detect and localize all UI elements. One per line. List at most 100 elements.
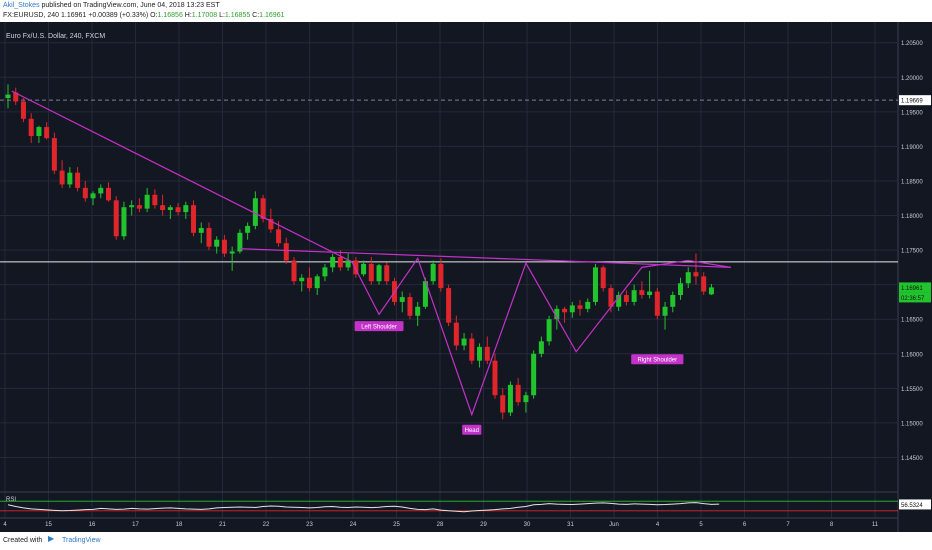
candle [654,288,660,320]
candle-body [51,138,57,171]
candle-body [453,322,459,346]
low-value: 1.16855 [224,12,251,19]
candle [20,98,26,123]
candle-body [376,265,382,282]
candle-body [484,346,490,361]
candle [183,201,189,219]
time-tick-label: 17 [132,522,139,528]
price-tick-label: 1.20500 [901,41,923,47]
candle [206,222,212,251]
time-tick-label: 31 [567,522,574,528]
candle [685,267,691,289]
countdown-label: 02:36:57 [901,296,925,302]
pattern-drawings [11,90,731,417]
created-with-text: Created with [3,537,43,544]
candle-body [538,341,544,354]
symbol-label: FX:EURUSD, 240 [3,12,60,19]
candle [531,350,537,399]
candle [75,167,81,192]
open-value: 1.16856 [157,12,183,19]
candle [616,291,622,311]
candle-body [183,205,189,213]
publish-line: Akil_Stokes published on TradingView.com… [3,2,220,9]
rsi-value-tag [899,499,931,510]
candle [693,253,699,285]
price-tick-label: 1.15500 [901,387,923,393]
level-price-label: 1.19669 [901,99,923,105]
candle [430,260,436,285]
price-tick-label: 1.18500 [901,179,923,185]
candle-body [314,276,320,289]
candle-body [129,205,135,208]
candle [152,189,158,209]
candle [484,336,490,365]
candle-body [647,291,653,296]
candle [422,277,428,309]
price-tick-label: 1.19500 [901,110,923,116]
candle [5,84,11,109]
candle-body [105,187,111,201]
candle-body [554,308,560,320]
annotation-label: Head [465,428,479,434]
candle-body [670,295,676,307]
candle [129,200,135,216]
candle-body [121,207,127,237]
candle-body [268,218,274,230]
candle-body [20,101,26,119]
candle [229,246,235,271]
price-tick-label: 1.14500 [901,456,923,462]
candle-body [229,251,235,254]
candle-body [44,127,50,139]
candle [191,200,197,237]
price-tick-label: 1.16500 [901,318,923,324]
candle-body [407,297,413,316]
candle-body [662,306,668,316]
candle [376,263,382,285]
candle [453,315,459,351]
time-tick-label: 24 [350,522,357,528]
price-axis-ticks: 1.20500 1.20000 1.19500 1.19000 1.18500 1.180… [0,41,923,462]
annotation-box [354,321,404,332]
time-tick-label: 5 [699,522,703,528]
candle-body [384,265,390,282]
candle [237,229,243,254]
candle-body [152,194,158,206]
candle-body [361,263,367,275]
price-tick-label: 1.17500 [901,249,923,255]
candle [399,291,405,313]
candle-body [608,288,614,307]
current-price-tag [899,282,931,293]
candle [446,284,452,327]
time-tick-label: 29 [480,522,487,528]
rsi-value-label: 56.5324 [901,503,923,509]
annotation-label: Left Shoulder [361,324,397,330]
candle-body [701,276,707,292]
time-tick-label: 4 [3,522,7,528]
candle-body [167,207,173,210]
chart-title: Euro Fx/U.S. Dollar, 240, FXCM [6,33,105,40]
high-label: H: [184,12,192,19]
price-chart[interactable]: 1.20500 1.20000 1.19500 1.19000 1.18500 1.180… [0,22,932,532]
candle-body [136,205,142,209]
tradingview-link[interactable]: TradingView [62,537,101,544]
candle-body [245,225,251,233]
candle-body [569,305,575,313]
author-link[interactable]: Akil_Stokes [3,2,40,9]
candle [701,272,707,296]
rsi-label: RSI [6,497,16,503]
candle-body [252,198,258,226]
candle-body [546,319,552,342]
time-tick-label: 23 [306,522,313,528]
time-tick-label: 15 [45,522,52,528]
candle [175,203,181,216]
candle-body [345,260,351,268]
pattern-line [239,248,731,268]
high-value: 1.17008 [191,12,218,19]
time-tick-label: 18 [176,522,183,528]
candle [670,291,676,313]
candle [523,391,529,413]
rsi-line [7,502,720,513]
candle-body [678,283,684,296]
candle [678,277,684,300]
candle [105,182,111,202]
